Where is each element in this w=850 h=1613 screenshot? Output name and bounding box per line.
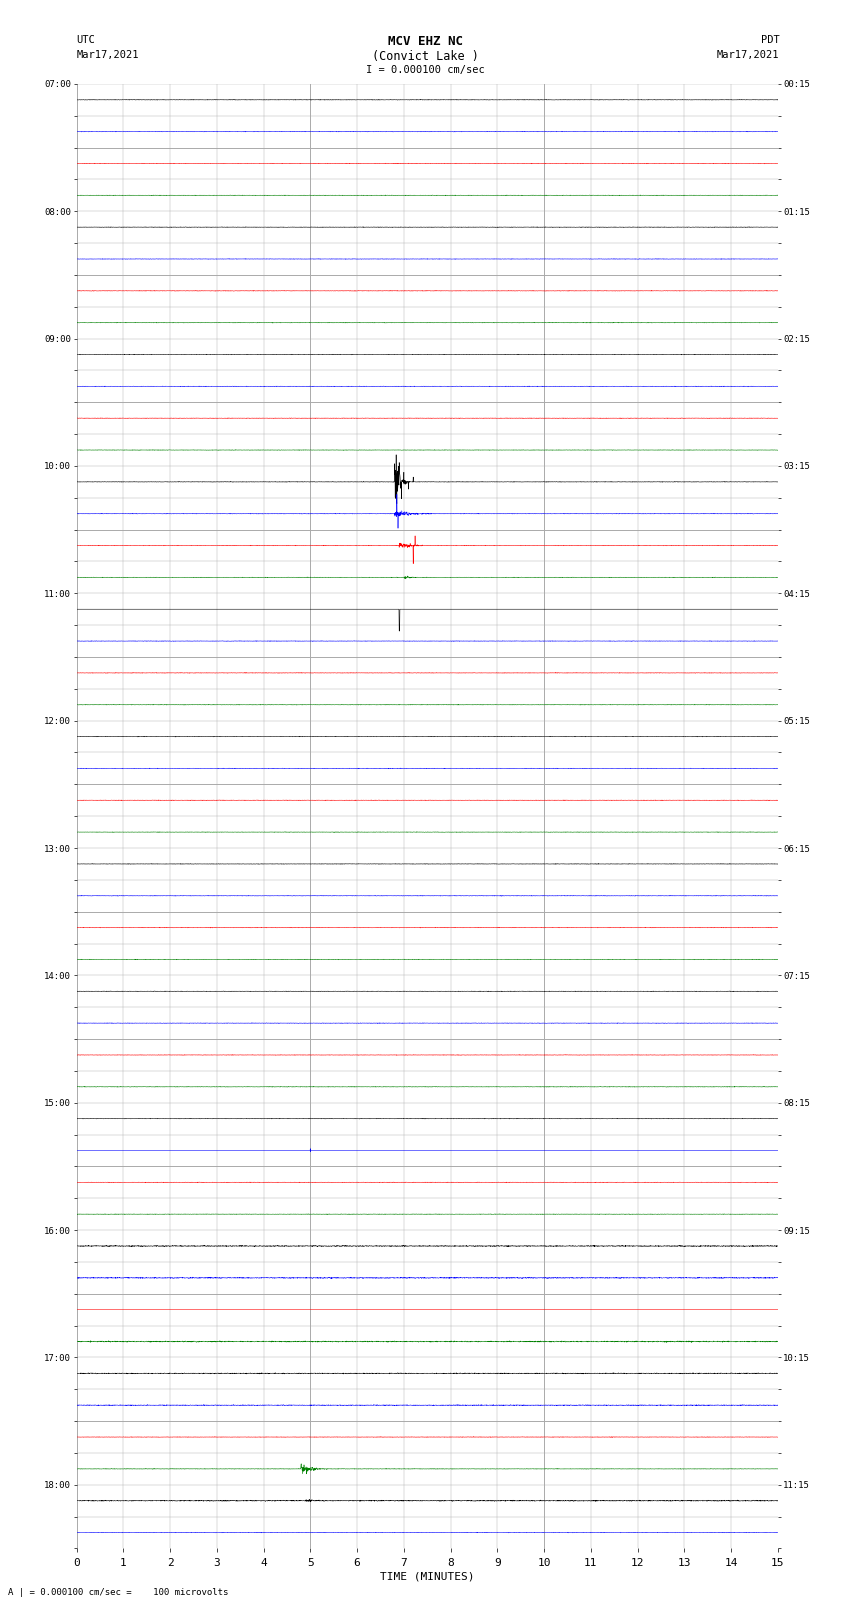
Text: I = 0.000100 cm/sec: I = 0.000100 cm/sec: [366, 65, 484, 74]
Text: PDT: PDT: [761, 35, 779, 45]
Text: MCV EHZ NC: MCV EHZ NC: [388, 35, 462, 48]
Text: Mar17,2021: Mar17,2021: [717, 50, 779, 60]
Text: Mar17,2021: Mar17,2021: [76, 50, 139, 60]
Text: A | = 0.000100 cm/sec =    100 microvolts: A | = 0.000100 cm/sec = 100 microvolts: [8, 1587, 229, 1597]
Text: UTC: UTC: [76, 35, 95, 45]
X-axis label: TIME (MINUTES): TIME (MINUTES): [380, 1571, 474, 1582]
Text: (Convict Lake ): (Convict Lake ): [371, 50, 479, 63]
